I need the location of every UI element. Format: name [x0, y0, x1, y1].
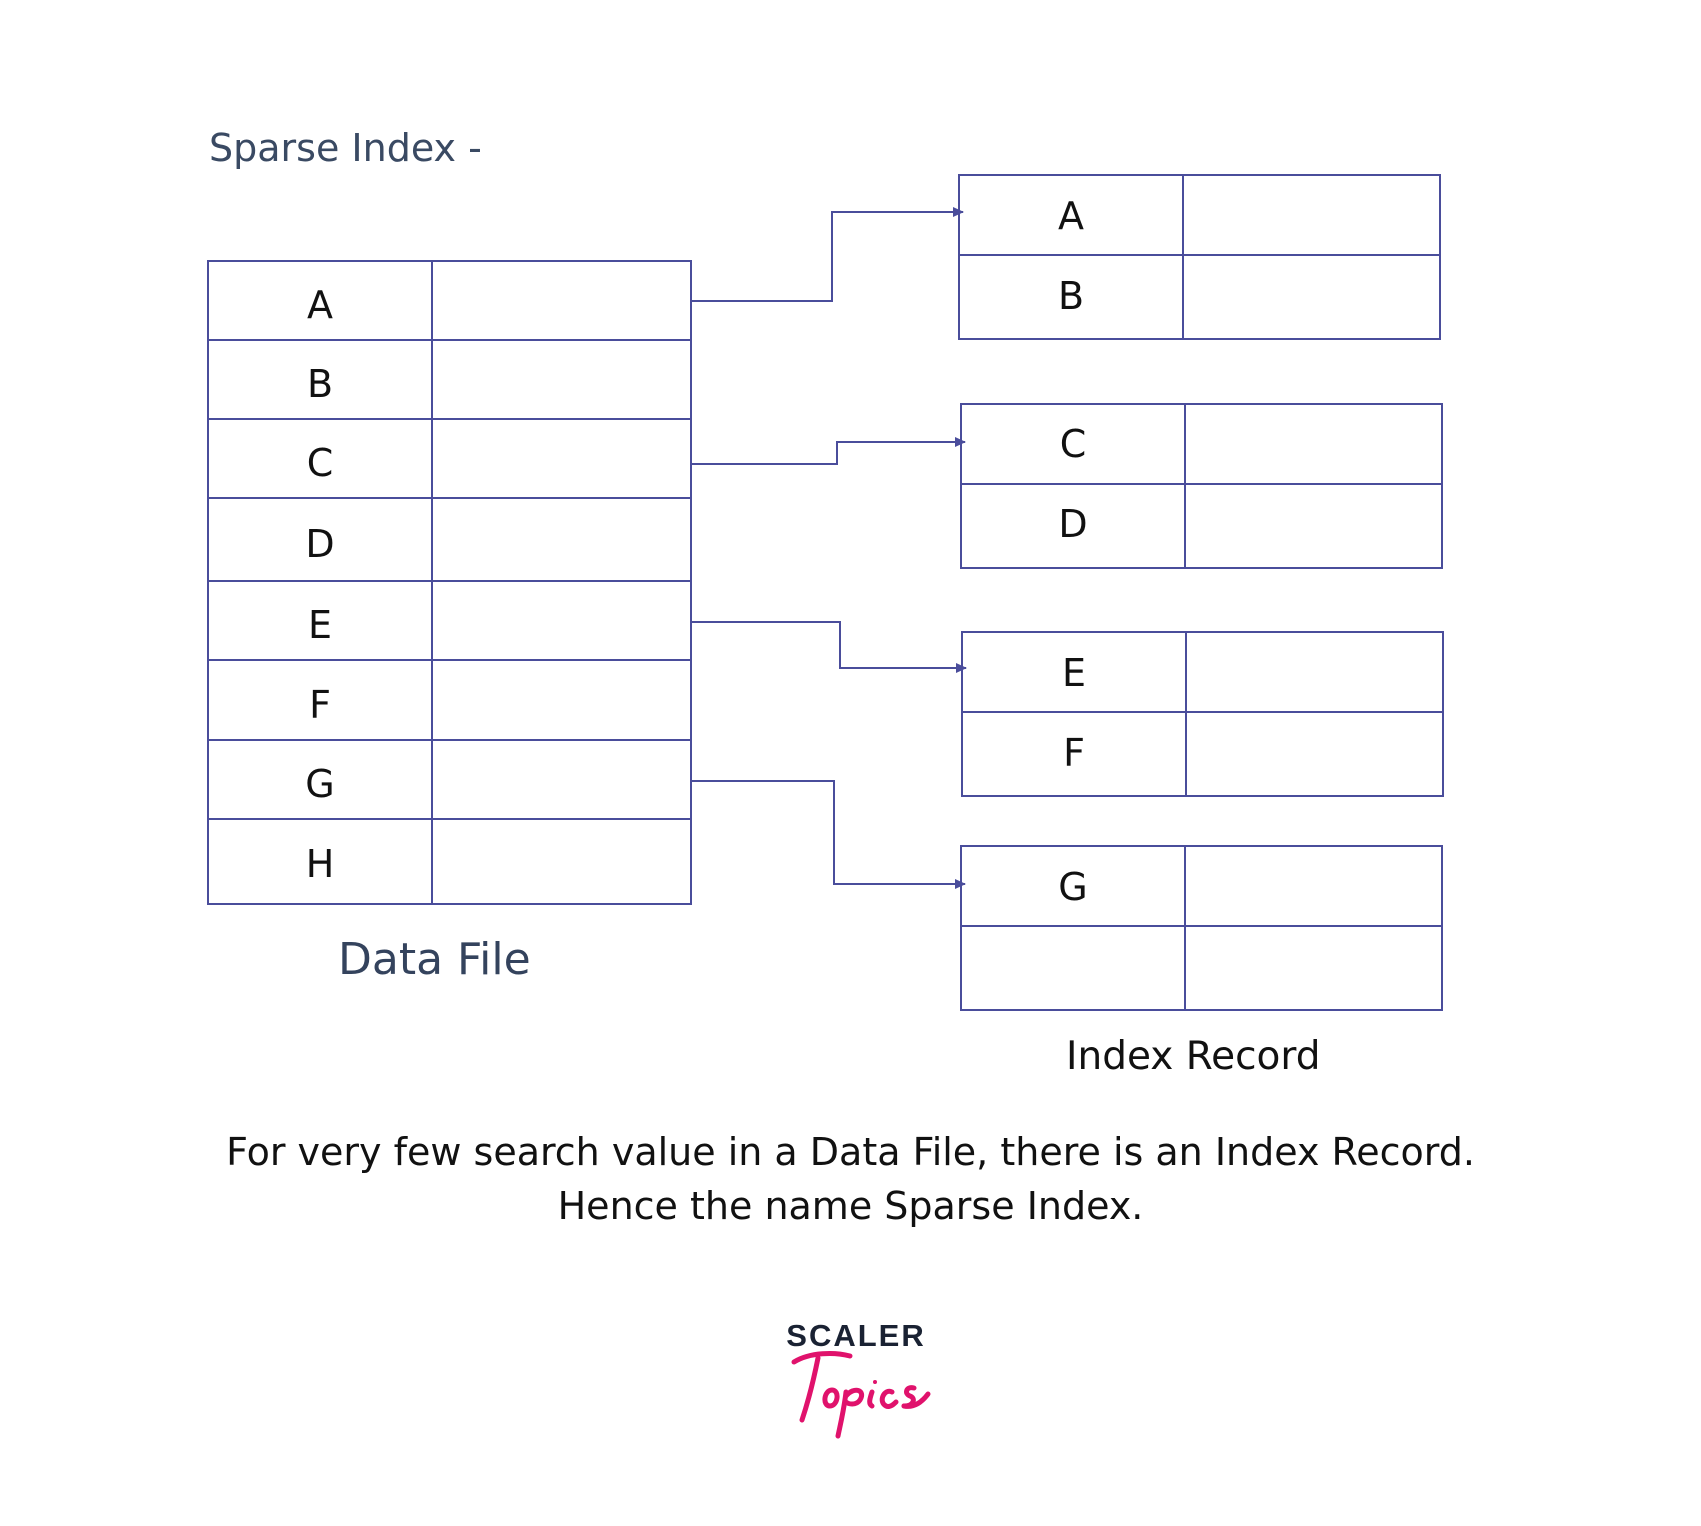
data-file-key: G [305, 762, 335, 806]
index-record-caption: Index Record [1066, 1034, 1321, 1079]
pointer-arrow-g [691, 780, 966, 889]
note-line-2: Hence the name Sparse Index. [557, 1184, 1144, 1228]
data-file-key: B [306, 362, 334, 406]
logo-script-topics [791, 1351, 931, 1439]
data-file-key: A [307, 283, 333, 327]
data-file-key: D [305, 522, 335, 566]
data-file-caption: Data File [338, 934, 531, 985]
data-file-key: C [306, 441, 334, 485]
index-block-1 [958, 174, 1441, 340]
index-record-key: D [1058, 502, 1088, 546]
data-file-table [207, 260, 692, 905]
data-file-border [207, 260, 692, 905]
index-block-border [958, 174, 1441, 340]
index-block-3 [961, 631, 1444, 797]
index-block-4 [960, 845, 1443, 1011]
index-record-key: E [1061, 651, 1086, 695]
pointer-arrow-a [691, 207, 964, 302]
pointer-arrow-c [691, 437, 966, 465]
index-block-border [960, 845, 1443, 1011]
index-block-border [961, 631, 1444, 797]
pointer-arrow-e [691, 621, 967, 673]
data-file-key: H [305, 842, 335, 886]
data-file-key: E [307, 603, 332, 647]
note-line-1: For very few search value in a Data File… [226, 1130, 1475, 1174]
index-block-border [960, 403, 1443, 569]
index-record-key: F [1063, 731, 1085, 775]
logo-wordmark: SCALER [786, 1318, 926, 1353]
index-record-key: C [1059, 422, 1087, 466]
index-record-key: A [1058, 194, 1084, 238]
index-record-key: B [1057, 274, 1085, 318]
data-file-key: F [309, 683, 331, 727]
index-block-2 [960, 403, 1443, 569]
diagram-title: Sparse Index - [209, 126, 482, 170]
index-record-key: G [1058, 865, 1088, 909]
